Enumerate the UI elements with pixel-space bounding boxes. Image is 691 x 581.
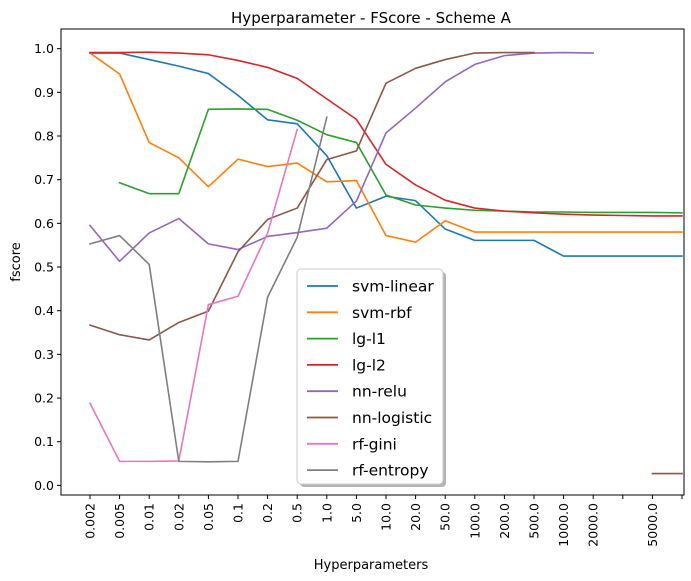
- series-line-nn-logistic: [88, 51, 683, 475]
- y-tick-label: 0.9: [34, 85, 54, 100]
- legend: svm-linear svm-rbf lg-l1 lg-l2 nn-relu nn-log…: [296, 268, 446, 487]
- legend-label: svm-linear: [352, 278, 434, 296]
- x-tick-label: 0.5: [290, 503, 305, 523]
- series-line-lg-l2: [89, 51, 683, 217]
- x-tick-label: 5000.0: [645, 503, 660, 547]
- x-tick-label: 0.005: [112, 503, 127, 539]
- series-line-rf-entropy: [89, 116, 328, 463]
- legend-label: rf-entropy: [352, 462, 429, 480]
- series-lines-layer: [88, 51, 683, 475]
- series-line-nn-relu: [88, 51, 595, 263]
- y-tick-label: 0.2: [34, 391, 54, 406]
- y-tick-label: 0.5: [34, 260, 54, 275]
- x-tick-label: 0.01: [142, 503, 157, 531]
- x-tick-label: 500.0: [527, 503, 542, 539]
- x-axis: 0.002 0.005 0.01 0.02 0.05 0.1 0.2 0.5 1.0 5.0 10.…: [83, 495, 683, 547]
- y-tick-label: 0.1: [34, 434, 54, 449]
- y-tick-label: 0.7: [34, 172, 54, 187]
- x-tick-label: 10.0: [379, 503, 394, 531]
- legend-label: lg-l2: [352, 356, 386, 374]
- chart-title: Hyperparameter - FScore - Scheme A: [231, 9, 512, 27]
- series-line-svm-linear: [89, 52, 683, 257]
- x-tick-label: 20.0: [408, 503, 423, 531]
- x-tick-label: 0.05: [201, 503, 216, 531]
- series-line-rf-gini: [88, 128, 299, 463]
- x-tick-label: 200.0: [497, 503, 512, 539]
- x-tick-label: 100.0: [467, 503, 482, 539]
- y-tick-label: 0.4: [34, 303, 54, 318]
- y-tick-label: 0.0: [34, 478, 54, 493]
- series-line-lg-l1: [118, 108, 683, 214]
- y-tick-label: 0.8: [34, 129, 54, 144]
- x-axis-label: Hyperparameters: [314, 558, 429, 573]
- y-axis: 0.0 0.1 0.2 0.3 0.4 0.5 0.6 0.7 0.8 0.9 1.0: [34, 41, 61, 493]
- plot-area-frame: [60, 28, 685, 496]
- y-tick-label: 0.3: [34, 347, 54, 362]
- legend-label: rf-gini: [352, 435, 397, 453]
- x-tick-label: 5.0: [349, 503, 364, 523]
- legend-label: nn-logistic: [352, 409, 432, 427]
- y-tick-label: 0.6: [34, 216, 54, 231]
- x-tick-label: 1000.0: [556, 503, 571, 547]
- x-tick-label: 50.0: [438, 503, 453, 531]
- x-tick-label: 0.02: [171, 503, 186, 531]
- x-tick-label: 0.2: [260, 503, 275, 523]
- x-tick-label: 2000.0: [586, 503, 601, 547]
- y-axis-label: fscore: [9, 242, 24, 282]
- legend-box: [296, 268, 444, 485]
- x-tick-label: 1.0: [319, 503, 334, 523]
- legend-label: nn-relu: [352, 383, 407, 401]
- legend-label: lg-l1: [352, 330, 386, 348]
- x-tick-label: 0.002: [83, 503, 98, 539]
- legend-label: svm-rbf: [352, 304, 412, 322]
- series-line-svm-rbf: [88, 51, 683, 243]
- x-tick-label: 0.1: [231, 503, 246, 523]
- y-tick-label: 1.0: [34, 41, 54, 56]
